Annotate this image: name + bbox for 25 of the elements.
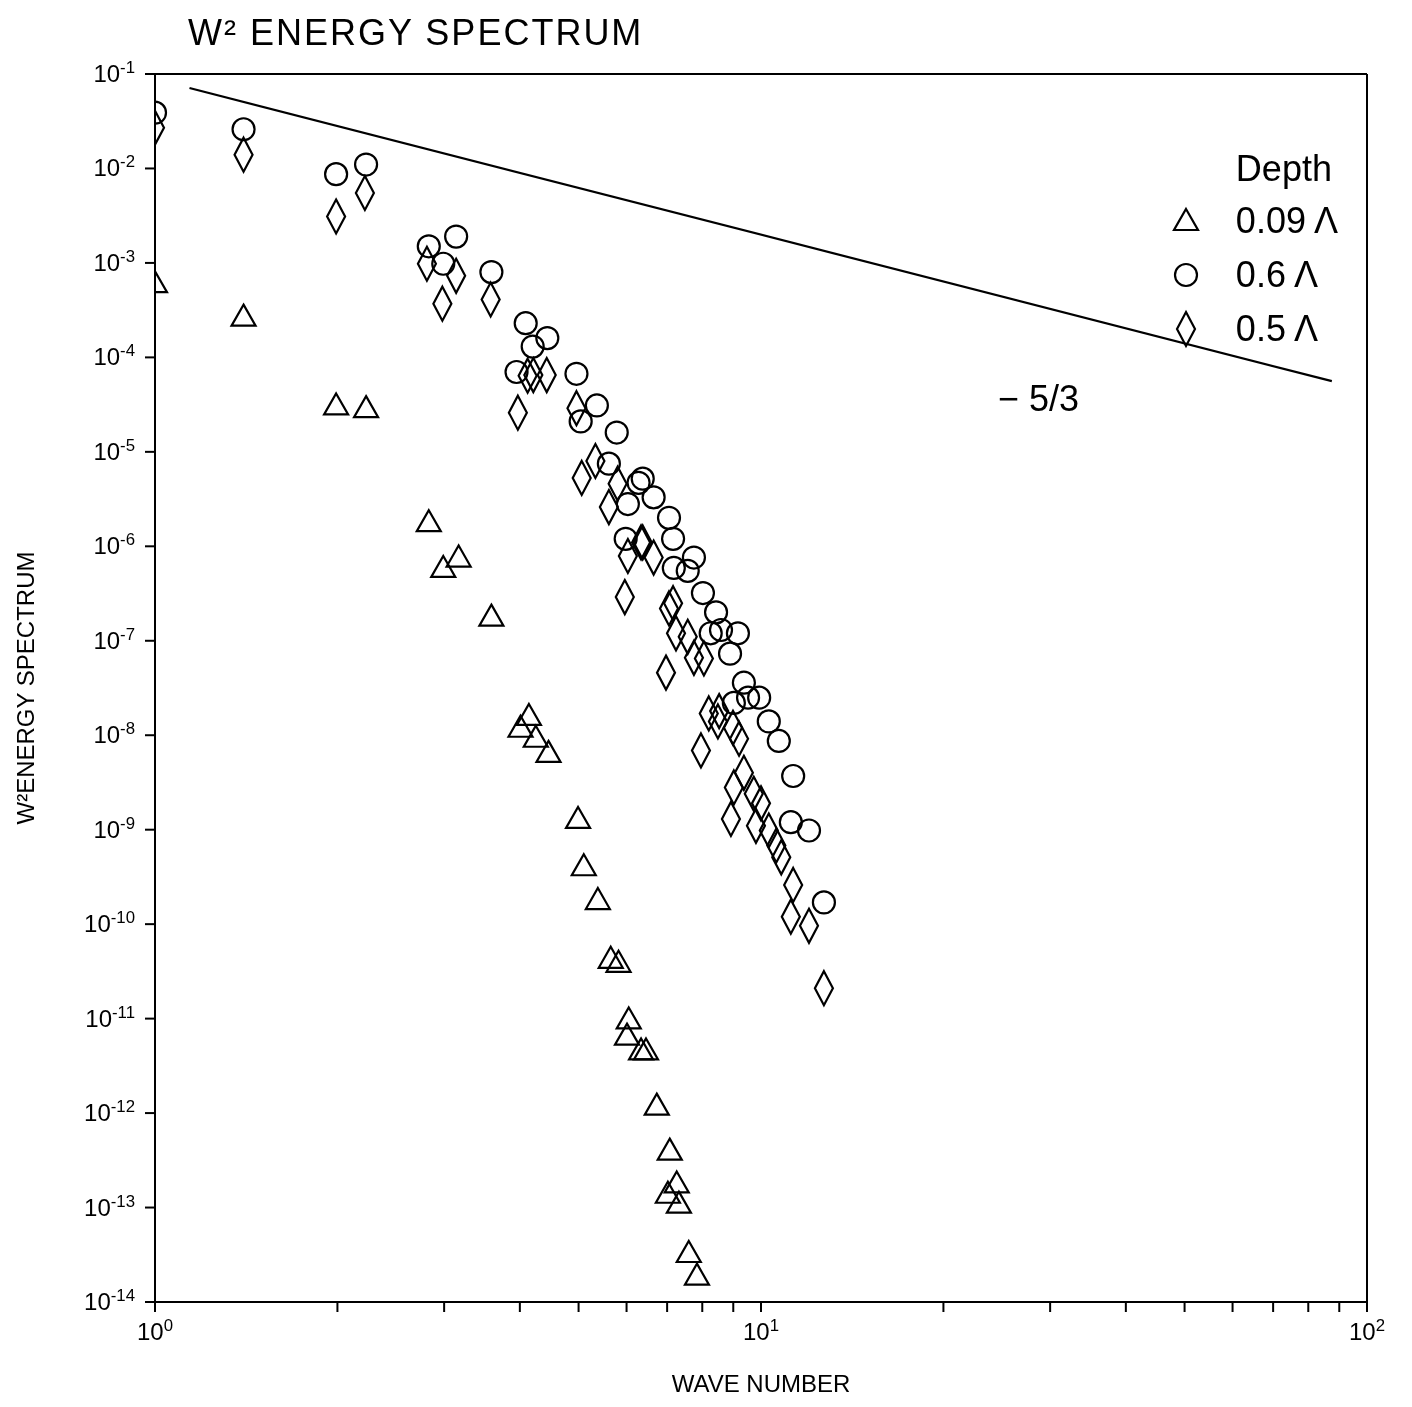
legend-label: 0.5 Λ	[1235, 308, 1318, 350]
y-tick-label: 10$^{-1}$	[93, 57, 135, 87]
y-tick-label: 10$^{-4}$	[93, 340, 135, 371]
y-tick-label: 10$^{-14}$	[84, 1285, 135, 1315]
y-tick-label: 10$^{-5}$	[93, 435, 135, 465]
y-tick-label: 10$^{-2}$	[93, 151, 135, 182]
y-tick-label: 10$^{-7}$	[93, 624, 135, 654]
x-axis-title: WAVE NUMBER	[671, 1370, 851, 1397]
legend-label: 0.09 Λ	[1235, 200, 1338, 242]
y-tick-label: 10$^{-12}$	[84, 1096, 135, 1127]
chart-title: W² ENERGY SPECTRUM	[187, 11, 645, 55]
x-tick-label: 10$^{0}$	[136, 1315, 174, 1345]
annotation: − 5/3	[998, 378, 1080, 420]
x-tick-label: 10$^{1}$	[742, 1315, 780, 1345]
legend-title: Depth	[1234, 148, 1333, 190]
y-tick-label: 10$^{-10}$	[84, 907, 135, 938]
y-tick-label: 10$^{-6}$	[93, 529, 135, 560]
y-tick-label: 10$^{-13}$	[84, 1191, 135, 1221]
y-axis-title: W²ENERGY SPECTRUM	[11, 551, 39, 825]
y-tick-label: 10$^{-11}$	[85, 1002, 135, 1032]
y-tick-label: 10$^{-3}$	[93, 246, 135, 276]
x-tick-label: 10$^{2}$	[1348, 1315, 1386, 1345]
legend-label: 0.6 Λ	[1235, 254, 1318, 296]
y-tick-label: 10$^{-8}$	[93, 718, 135, 749]
y-tick-label: 10$^{-9}$	[93, 813, 135, 843]
